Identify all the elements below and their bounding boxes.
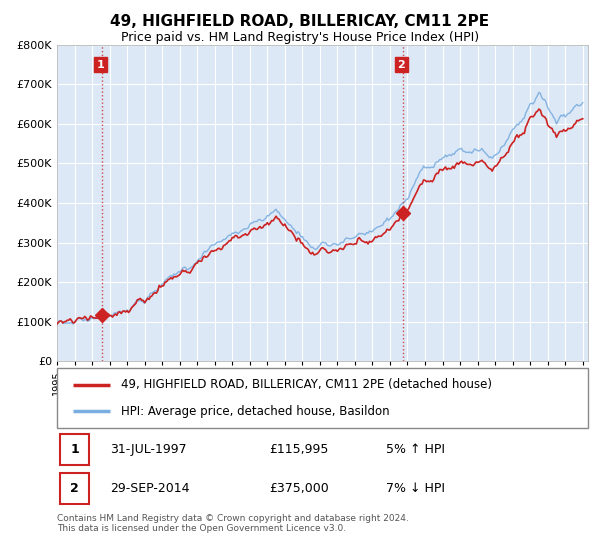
Text: 1: 1 [97, 59, 104, 69]
Text: 1: 1 [70, 444, 79, 456]
Text: 2: 2 [70, 482, 79, 496]
FancyBboxPatch shape [57, 368, 588, 428]
Text: 31-JUL-1997: 31-JUL-1997 [110, 444, 187, 456]
Text: 49, HIGHFIELD ROAD, BILLERICAY, CM11 2PE: 49, HIGHFIELD ROAD, BILLERICAY, CM11 2PE [110, 14, 490, 29]
Text: HPI: Average price, detached house, Basildon: HPI: Average price, detached house, Basi… [121, 405, 389, 418]
FancyBboxPatch shape [59, 435, 89, 465]
Text: 7% ↓ HPI: 7% ↓ HPI [386, 482, 445, 496]
FancyBboxPatch shape [59, 473, 89, 504]
Text: £375,000: £375,000 [269, 482, 329, 496]
Text: 49, HIGHFIELD ROAD, BILLERICAY, CM11 2PE (detached house): 49, HIGHFIELD ROAD, BILLERICAY, CM11 2PE… [121, 379, 492, 391]
Text: Contains HM Land Registry data © Crown copyright and database right 2024.
This d: Contains HM Land Registry data © Crown c… [57, 514, 409, 533]
Text: Price paid vs. HM Land Registry's House Price Index (HPI): Price paid vs. HM Land Registry's House … [121, 31, 479, 44]
Text: 29-SEP-2014: 29-SEP-2014 [110, 482, 190, 496]
Text: £115,995: £115,995 [269, 444, 329, 456]
Text: 5% ↑ HPI: 5% ↑ HPI [386, 444, 445, 456]
Text: 2: 2 [397, 59, 405, 69]
